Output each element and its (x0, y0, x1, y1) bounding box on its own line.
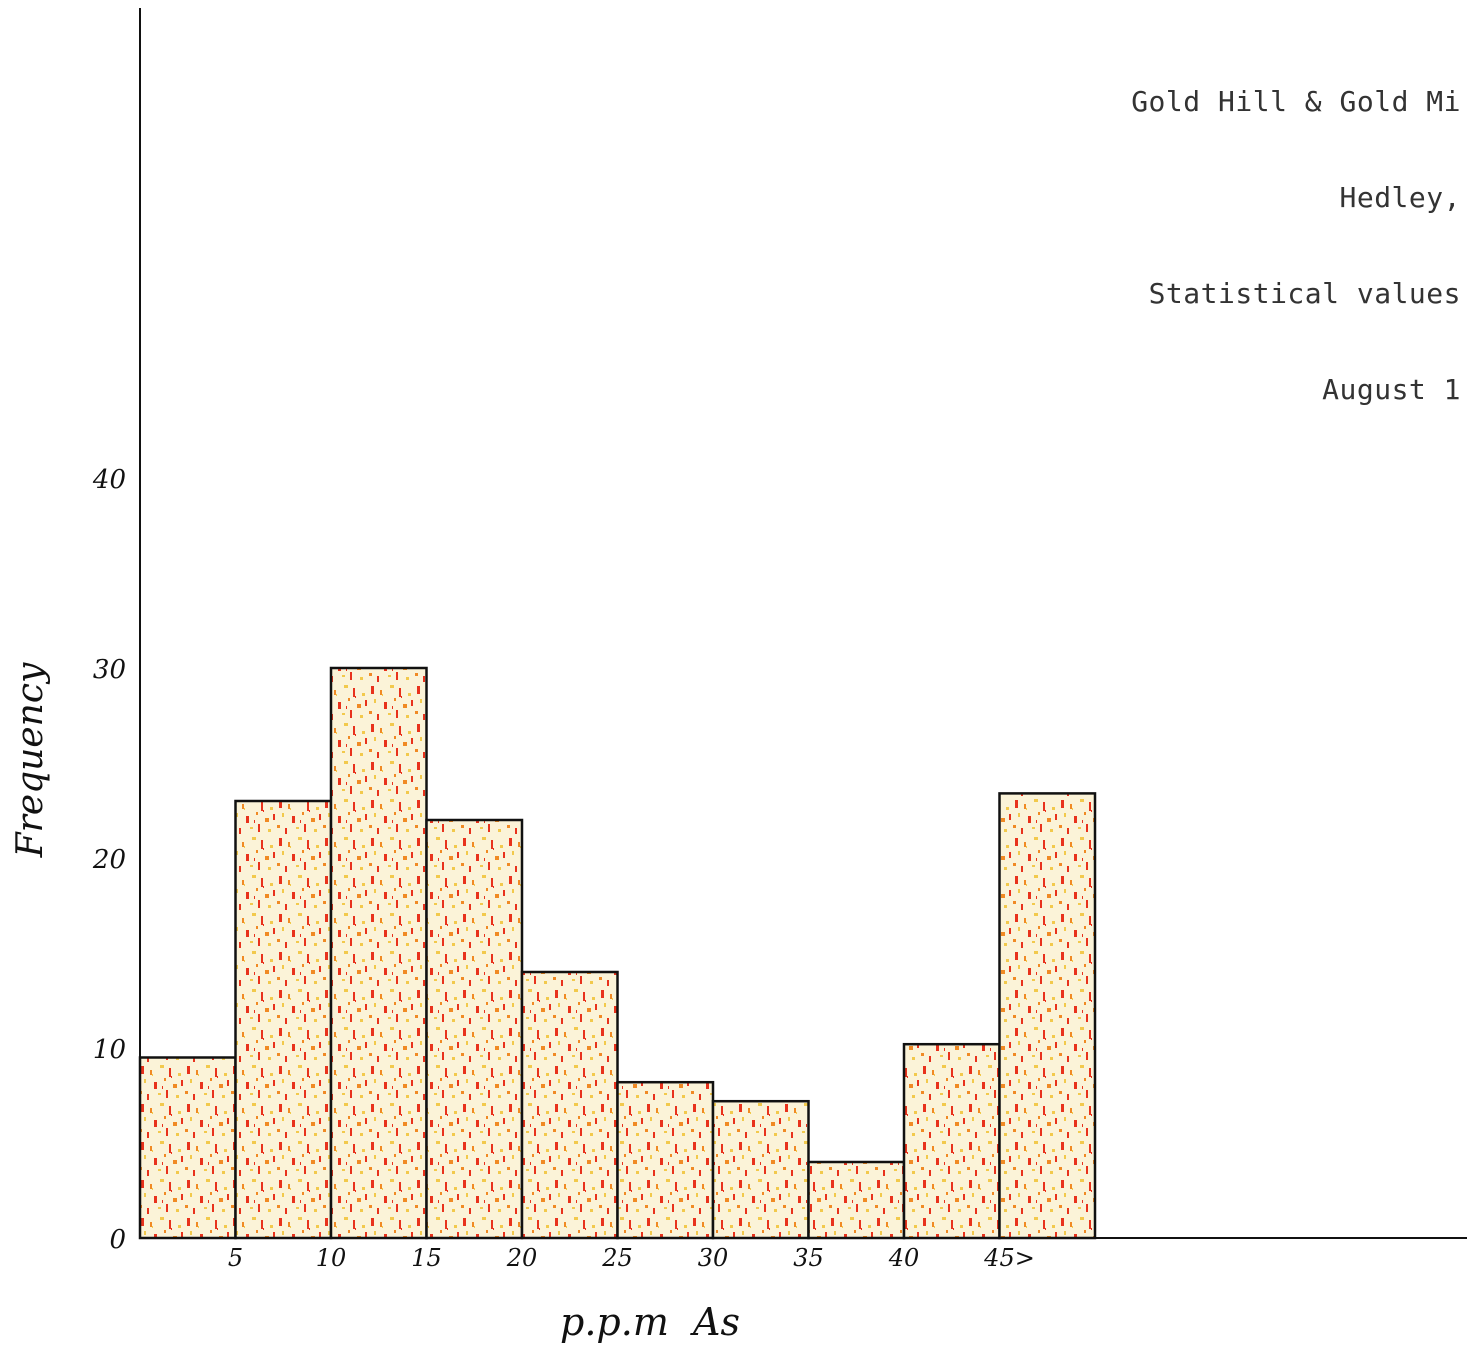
histogram-bar-20-25 (520, 970, 619, 1240)
histogram-bar-40-45 (902, 1042, 1001, 1240)
x-tick-label-10: 10 (316, 1244, 347, 1272)
histogram-bar-5-10 (234, 799, 333, 1240)
histogram-bar-25-30 (616, 1080, 715, 1240)
header-line-2: Hedley, (1339, 181, 1461, 214)
bars-layer (138, 666, 1097, 1240)
x-tick-label-20: 20 (506, 1244, 538, 1272)
histogram-bar-30-35 (711, 1099, 810, 1240)
x-tick-label-45>: 45> (983, 1244, 1035, 1272)
histogram-bar-10-15 (329, 666, 428, 1240)
y-tick-label-30: 30 (93, 655, 126, 685)
x-axis-title: p.p.m As (560, 1300, 740, 1344)
header-line-1: Gold Hill & Gold Mi (1131, 85, 1461, 118)
histogram-bar-15-20 (425, 818, 524, 1240)
y-tick-label-20: 20 (92, 845, 126, 875)
y-ticks-layer: 0 10 20 30 40 (92, 465, 126, 1255)
x-tick-label-40: 40 (888, 1244, 920, 1272)
y-axis-title: Frequency (10, 662, 51, 858)
y-tick-label-0: 0 (109, 1225, 126, 1255)
document-header: Gold Hill & Gold Mi Hedley, Statistical … (1041, 22, 1461, 470)
y-tick-label-40: 40 (92, 465, 126, 495)
histogram-bar-35-40 (807, 1160, 906, 1240)
x-tick-label-15: 15 (411, 1244, 442, 1272)
x-tick-label-25: 25 (601, 1244, 633, 1272)
x-tick-label-30: 30 (698, 1244, 729, 1272)
x-tick-label-5: 5 (228, 1244, 243, 1272)
header-line-4: August 1 (1322, 373, 1461, 406)
x-tick-label-35: 35 (793, 1244, 824, 1272)
x-ticks-layer: 5 10 15 20 25 30 35 40 45> (228, 1244, 1035, 1272)
histogram-bar-0-5 (138, 1056, 237, 1240)
histogram-bar-45> (998, 792, 1097, 1240)
y-tick-label-10: 10 (93, 1035, 126, 1065)
header-line-3: Statistical values (1148, 277, 1461, 310)
